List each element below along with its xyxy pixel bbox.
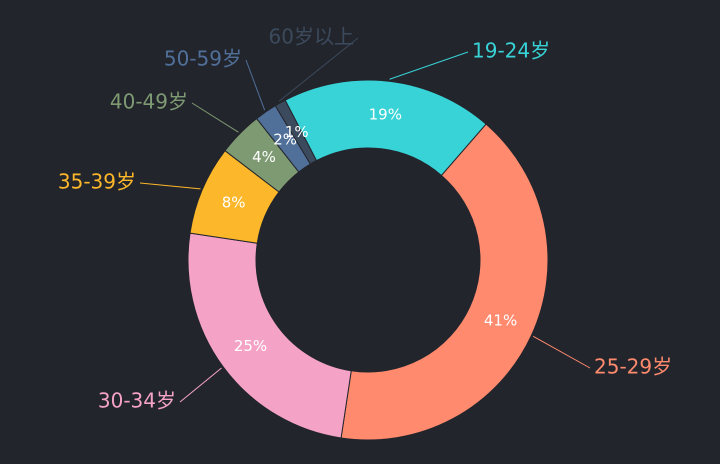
donut-segment [187, 232, 352, 439]
percent-label: 25% [234, 337, 267, 355]
leader-line [245, 59, 266, 111]
category-label: 50-59岁 [164, 47, 242, 71]
leader-line [139, 182, 201, 190]
category-label: 60岁以上 [269, 25, 354, 49]
category-label: 19-24岁 [472, 39, 550, 63]
category-label: 35-39岁 [58, 170, 136, 194]
percent-label: 2% [273, 130, 297, 148]
leader-line [389, 51, 469, 80]
category-label: 40-49岁 [110, 90, 188, 114]
leader-line [278, 37, 359, 102]
donut-segment [274, 99, 318, 165]
category-label: 25-29岁 [594, 355, 672, 379]
donut-segment [340, 123, 549, 441]
percent-label: 41% [484, 312, 517, 330]
percent-label: 19% [369, 106, 402, 124]
percent-label: 8% [222, 193, 246, 211]
leader-line [191, 102, 239, 133]
leader-line [532, 335, 591, 369]
percent-label: 4% [252, 148, 276, 166]
category-label: 30-34岁 [98, 389, 176, 413]
leader-line [179, 367, 222, 403]
percent-label: 1% [285, 123, 309, 141]
